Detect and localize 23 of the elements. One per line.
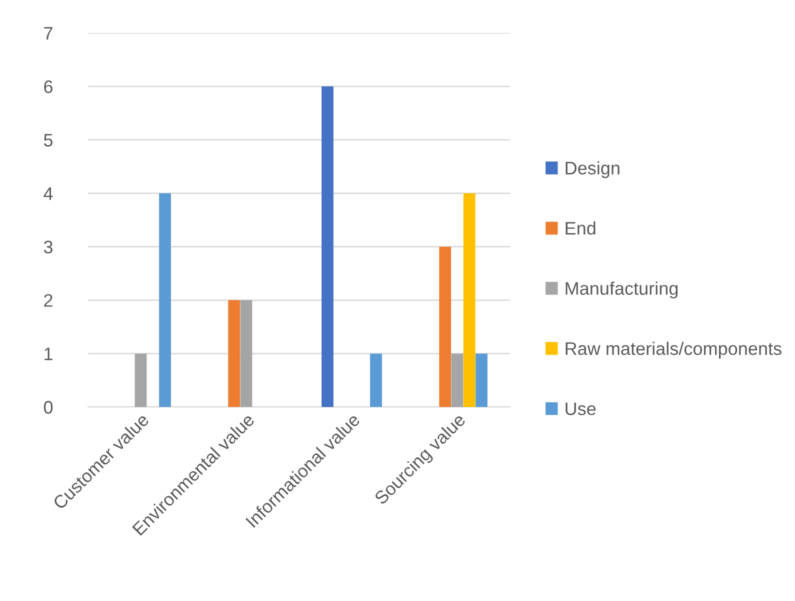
y-tick-label: 1 xyxy=(44,348,52,360)
legend-label: Design xyxy=(566,161,620,178)
bar xyxy=(439,246,452,407)
y-tick-label: 4 xyxy=(44,187,53,200)
legend-label: Raw materials/components xyxy=(566,342,782,359)
bar xyxy=(322,86,334,407)
bar xyxy=(240,300,252,407)
y-tick-label: 6 xyxy=(44,80,52,94)
y-tick-label: 0 xyxy=(44,400,53,414)
bar xyxy=(451,354,464,407)
legend-label: Manufacturing xyxy=(566,282,678,298)
y-tick-label: 3 xyxy=(44,240,52,254)
bar xyxy=(463,193,476,407)
y-tick-label: 2 xyxy=(44,294,52,307)
y-tick-label: 7 xyxy=(44,27,52,40)
legend-label: End xyxy=(566,221,596,235)
bar xyxy=(476,354,488,407)
legend-label: Use xyxy=(566,402,596,416)
bar xyxy=(228,300,240,407)
y-tick-label: 5 xyxy=(44,134,53,147)
bar xyxy=(134,354,147,407)
bar xyxy=(370,354,382,407)
bar xyxy=(159,193,171,407)
